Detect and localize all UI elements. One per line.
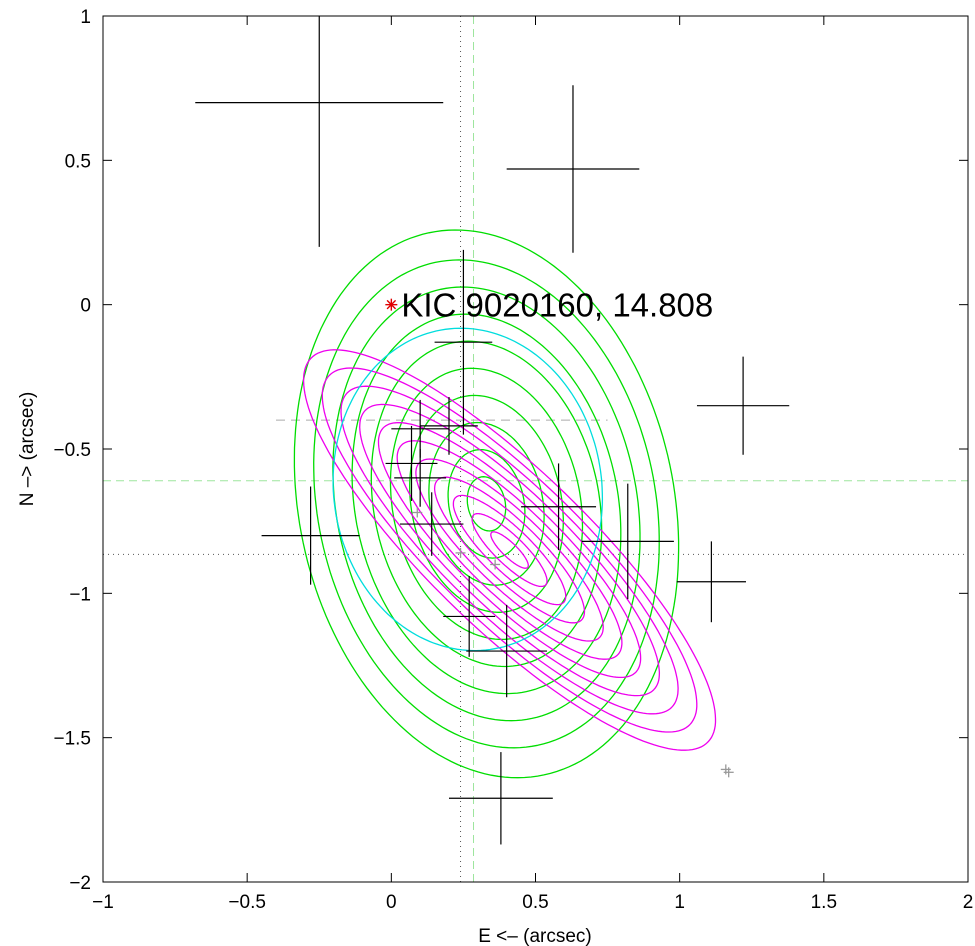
gray-point bbox=[412, 507, 423, 518]
plot-area bbox=[103, 16, 968, 882]
x-axis-ticks: −1 −0.5 0 0.5 1 1.5 2 bbox=[92, 16, 973, 913]
x-tick-label: 0 bbox=[386, 892, 397, 913]
contour-ellipse bbox=[340, 385, 679, 715]
contour-ellipse bbox=[471, 512, 548, 588]
x-axis-label: E <– (arcsec) bbox=[478, 926, 592, 946]
error-cross bbox=[449, 752, 553, 845]
contour-ellipse bbox=[490, 531, 529, 569]
error-cross bbox=[261, 486, 360, 585]
contour-layers bbox=[293, 229, 717, 779]
gray-point bbox=[723, 767, 734, 778]
contour-ellipse bbox=[302, 349, 717, 751]
error-cross bbox=[443, 576, 496, 657]
y-tick-label: 1 bbox=[80, 7, 91, 28]
contour-ellipse bbox=[428, 421, 545, 586]
x-tick-label: −0.5 bbox=[228, 892, 266, 913]
reference-lines bbox=[103, 16, 968, 882]
x-tick-label: 2 bbox=[963, 892, 974, 913]
gray-point bbox=[455, 547, 466, 558]
contour-ellipse bbox=[370, 340, 603, 668]
x-tick-label: 0.5 bbox=[522, 892, 548, 913]
error-cross bbox=[391, 399, 449, 458]
contour-ellipse bbox=[377, 421, 642, 679]
contour-ellipse bbox=[332, 327, 604, 652]
y-axis-ticks: −2 −1.5 −1 −0.5 0 0.5 1 bbox=[53, 7, 968, 894]
contour-ellipse bbox=[409, 394, 564, 613]
y-tick-label: −1.5 bbox=[53, 729, 91, 750]
gray-point bbox=[490, 559, 501, 570]
contour-ellipse bbox=[396, 440, 623, 660]
x-tick-label: −1 bbox=[92, 892, 114, 913]
contour-ellipse bbox=[293, 229, 680, 779]
error-cross bbox=[399, 492, 464, 556]
y-tick-label: 0.5 bbox=[65, 151, 91, 172]
error-cross bbox=[195, 16, 444, 247]
error-cross bbox=[696, 356, 790, 455]
contour-ellipse bbox=[359, 403, 661, 697]
target-label: KIC 9020160, 14.808 bbox=[401, 287, 713, 324]
y-tick-label: −0.5 bbox=[53, 440, 91, 461]
axes-frame bbox=[102, 15, 969, 883]
error-cross bbox=[581, 483, 674, 600]
contour-ellipse bbox=[452, 494, 567, 606]
y-tick-label: 0 bbox=[80, 296, 91, 317]
y-axis-label: N –> (arcsec) bbox=[17, 392, 38, 507]
gray-markers bbox=[412, 507, 734, 778]
x-tick-label: 1 bbox=[674, 892, 685, 913]
y-tick-label: −1 bbox=[69, 584, 91, 605]
contour-ellipse bbox=[321, 367, 698, 733]
error-cross bbox=[521, 463, 597, 551]
error-cross bbox=[385, 425, 438, 501]
error-cross bbox=[420, 397, 478, 455]
error-crosses bbox=[195, 16, 790, 845]
contour-ellipse bbox=[433, 476, 586, 624]
error-cross bbox=[466, 604, 548, 698]
contour-ellipse bbox=[466, 476, 507, 532]
contour-ellipse bbox=[415, 458, 604, 642]
contour-ellipse bbox=[389, 367, 584, 641]
error-cross bbox=[394, 449, 447, 507]
error-cross bbox=[434, 249, 493, 435]
y-tick-label: −2 bbox=[69, 873, 91, 894]
target-marker bbox=[385, 298, 398, 311]
error-cross bbox=[506, 85, 640, 253]
x-tick-label: 1.5 bbox=[811, 892, 837, 913]
target-marker-group bbox=[385, 298, 398, 311]
error-cross bbox=[676, 541, 746, 623]
